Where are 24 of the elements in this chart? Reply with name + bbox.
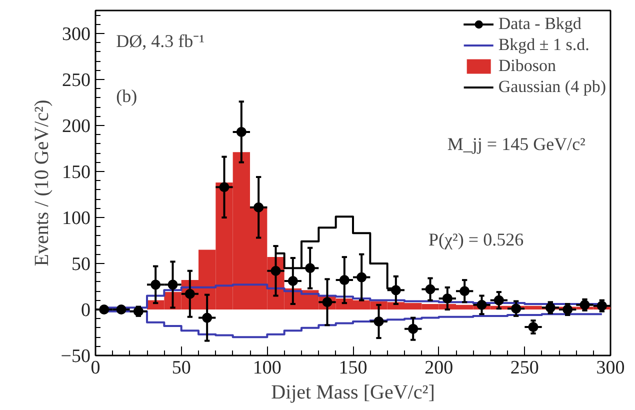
annotation: M_jj = 145 GeV/c² <box>447 134 586 154</box>
annotation: P(χ²) = 0.526 <box>428 230 524 250</box>
y-axis-title: Events / (10 GeV/c²) <box>30 100 53 266</box>
legend-label: Bkgd ± 1 s.d. <box>498 35 590 55</box>
x-tick-label: 50 <box>172 358 191 378</box>
y-tick-label: 250 <box>62 70 90 91</box>
x-tick-label: 100 <box>252 358 282 378</box>
annotation: (b) <box>116 86 138 106</box>
y-tick-label: 150 <box>62 162 90 183</box>
legend-label: Data - Bkgd <box>498 14 582 34</box>
x-tick-label: 250 <box>510 358 539 378</box>
x-tick-label: 200 <box>424 358 454 378</box>
y-tick-label: 50 <box>72 254 90 275</box>
y-tick-label: 300 <box>62 24 90 45</box>
x-axis-title: Dijet Mass [GeV/c²] <box>271 382 435 404</box>
legend-label: Gaussian (4 pb) <box>498 77 606 97</box>
x-tick-label: 150 <box>338 358 368 378</box>
y-tick-label: 200 <box>62 116 90 137</box>
y-tick-label: 0 <box>81 300 90 321</box>
y-tick-label: 100 <box>62 208 90 229</box>
annotation: DØ, 4.3 fb⁻¹ <box>116 30 204 51</box>
legend-label: Diboson <box>498 56 556 76</box>
y-tick-label: −50 <box>60 346 91 367</box>
x-tick-label: 300 <box>596 358 625 378</box>
